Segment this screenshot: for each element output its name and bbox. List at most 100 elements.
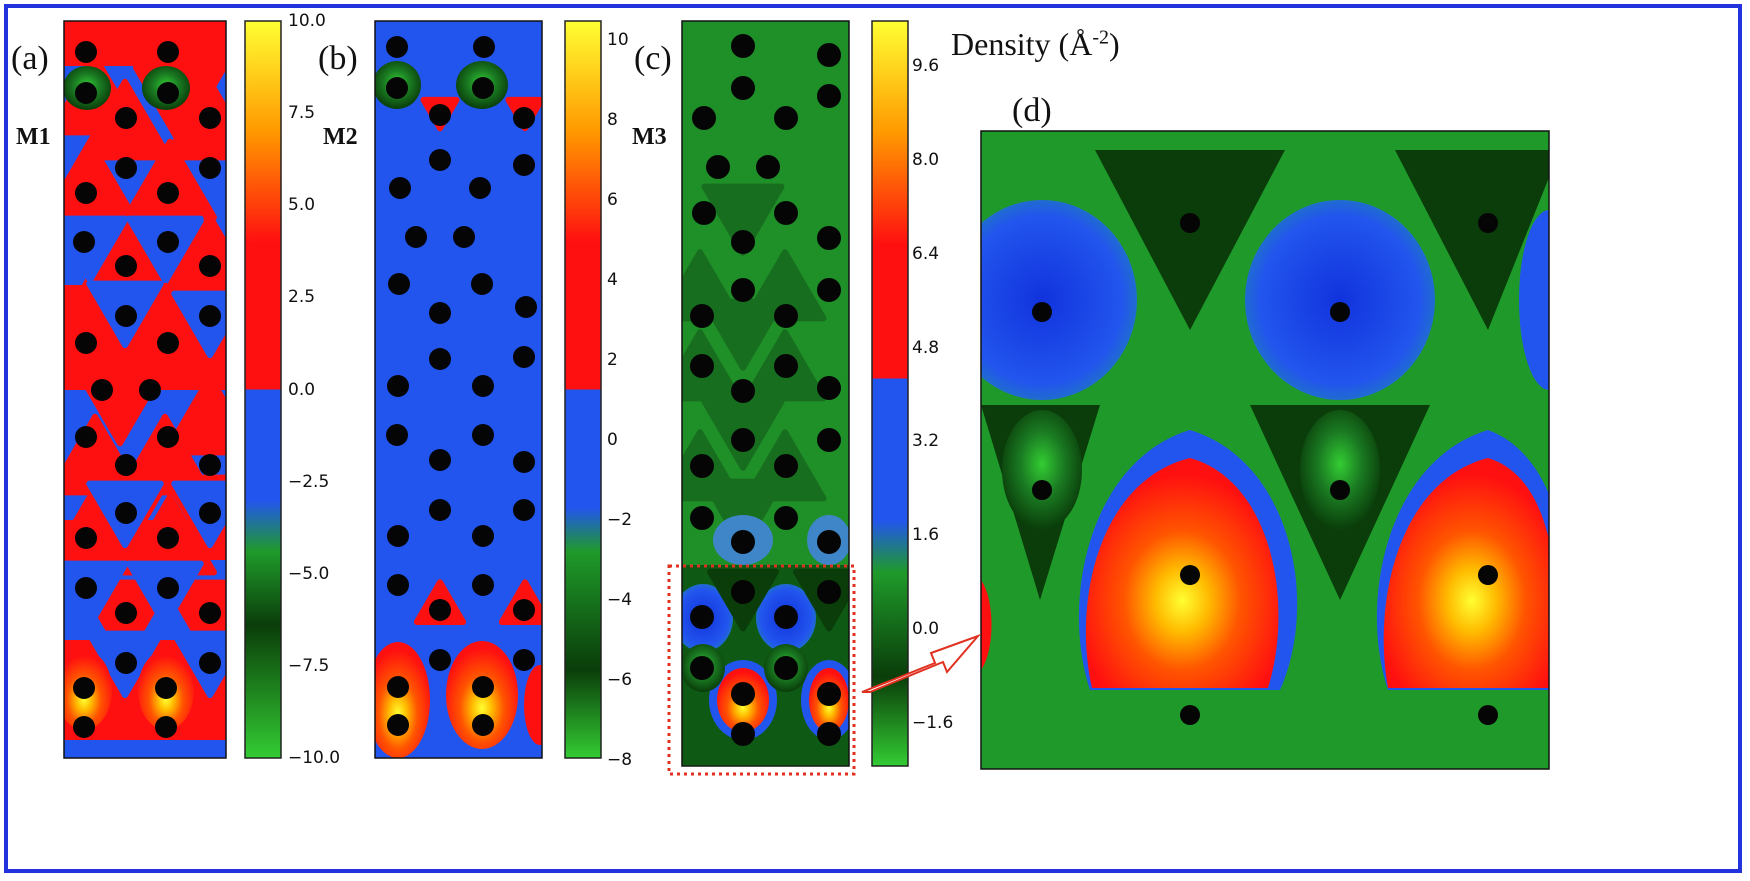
panel-d-border xyxy=(980,130,1550,770)
colorbar-a xyxy=(244,20,282,759)
atom-dot xyxy=(692,201,716,225)
atom-dot xyxy=(472,574,494,596)
colorbar-b-tick-label: −6 xyxy=(607,670,633,690)
atom-dot xyxy=(75,577,97,599)
atom-dot xyxy=(471,273,493,295)
negative-region xyxy=(1245,200,1435,400)
atom-dot xyxy=(692,106,716,130)
atom-dot xyxy=(157,182,179,204)
atom-dot xyxy=(1180,705,1200,725)
colorbar-a-tick-label: 5.0 xyxy=(288,195,316,216)
colorbar-a-tick-label: −10.0 xyxy=(288,748,341,768)
atom-dot xyxy=(199,454,221,476)
atom-dot xyxy=(513,599,535,621)
panel-b-border xyxy=(374,20,543,759)
atom-dot xyxy=(731,34,755,58)
atom-dot xyxy=(115,652,137,674)
colorbar-c-tick-label: 8.0 xyxy=(912,149,940,170)
atom-dot xyxy=(199,157,221,179)
negative-region xyxy=(701,183,785,256)
atom-dot xyxy=(453,226,475,248)
colorbar-title-superscript: -2 xyxy=(1092,26,1109,49)
atom-dot xyxy=(731,580,755,604)
positive-region xyxy=(524,665,542,745)
colorbar-a-tick-label: 7.5 xyxy=(288,103,316,124)
panel-c-border xyxy=(681,20,850,767)
atom-dot xyxy=(817,278,841,302)
atom-dot xyxy=(731,230,755,254)
atom-dot xyxy=(387,375,409,397)
atom-dot xyxy=(115,157,137,179)
atom-dot xyxy=(429,104,451,126)
atom-dot xyxy=(199,107,221,129)
atom-dot xyxy=(817,84,841,108)
atom-dot xyxy=(472,424,494,446)
atom-dot xyxy=(690,354,714,378)
atom-dot xyxy=(405,226,427,248)
atom-dot xyxy=(75,426,97,448)
atom-dot xyxy=(774,304,798,328)
colorbar-b-tick-label: 4 xyxy=(607,270,618,290)
colorbar-c-tick-label: 9.6 xyxy=(912,56,940,76)
panel-a-border xyxy=(63,20,227,759)
zoom-arrow-icon xyxy=(861,633,982,693)
atom-dot xyxy=(155,677,177,699)
atom-dot xyxy=(774,506,798,530)
atom-dot xyxy=(817,43,841,67)
atom-dot xyxy=(157,231,179,253)
atom-dot xyxy=(1478,565,1498,585)
colorbar-b-tick-label: −4 xyxy=(607,590,633,610)
atom-dot xyxy=(756,155,780,179)
atom-dot xyxy=(731,530,755,554)
panel-b-label: (b) xyxy=(318,40,358,77)
atom-dot xyxy=(115,502,137,524)
atom-dot xyxy=(774,454,798,478)
negative-region xyxy=(701,478,785,551)
atom-dot xyxy=(817,580,841,604)
atom-dot xyxy=(817,376,841,400)
atom-dot xyxy=(75,41,97,63)
colorbar-b-tick-label: 10 xyxy=(607,30,629,50)
colorbar-b-tick-label: −8 xyxy=(607,750,633,770)
panel-b-contour-map xyxy=(375,21,542,758)
atom-dot xyxy=(1478,705,1498,725)
atom-dot xyxy=(817,530,841,554)
atom-dot xyxy=(387,525,409,547)
atom-dot xyxy=(1032,480,1052,500)
positive-region xyxy=(981,580,992,670)
atom-dot xyxy=(429,649,451,671)
colorbar-a-tick-label: 0.0 xyxy=(288,379,316,400)
atom-dot xyxy=(817,722,841,746)
atom-dot xyxy=(690,605,714,629)
atom-dot xyxy=(513,346,535,368)
atom-dot xyxy=(115,255,137,277)
atom-dot xyxy=(513,649,535,671)
atom-dot xyxy=(429,348,451,370)
atom-dot xyxy=(386,36,408,58)
atom-dot xyxy=(157,577,179,599)
zoom-region-box xyxy=(667,564,856,776)
atom-dot xyxy=(157,41,179,63)
atom-dot xyxy=(75,527,97,549)
atom-dot xyxy=(386,77,408,99)
panel-a-contour-map xyxy=(64,21,226,758)
atom-dot xyxy=(774,605,798,629)
colorbar-c-tick-label: 4.8 xyxy=(912,337,940,358)
colorbar-title-text: Density (Å xyxy=(951,26,1093,62)
panel-c-model-label: M3 xyxy=(632,124,667,150)
atom-dot xyxy=(774,354,798,378)
atom-dot xyxy=(513,451,535,473)
atom-dot xyxy=(115,305,137,327)
atom-dot xyxy=(731,379,755,403)
atom-dot xyxy=(1478,213,1498,233)
atom-dot xyxy=(199,652,221,674)
atom-dot xyxy=(706,155,730,179)
atom-dot xyxy=(429,302,451,324)
atom-dot xyxy=(91,379,113,401)
atom-dot xyxy=(199,602,221,624)
atom-dot xyxy=(429,449,451,471)
panel-d-label: (d) xyxy=(1012,92,1052,129)
colorbar-b xyxy=(564,20,602,759)
colorbar-c-tick-label: 1.6 xyxy=(912,525,940,546)
